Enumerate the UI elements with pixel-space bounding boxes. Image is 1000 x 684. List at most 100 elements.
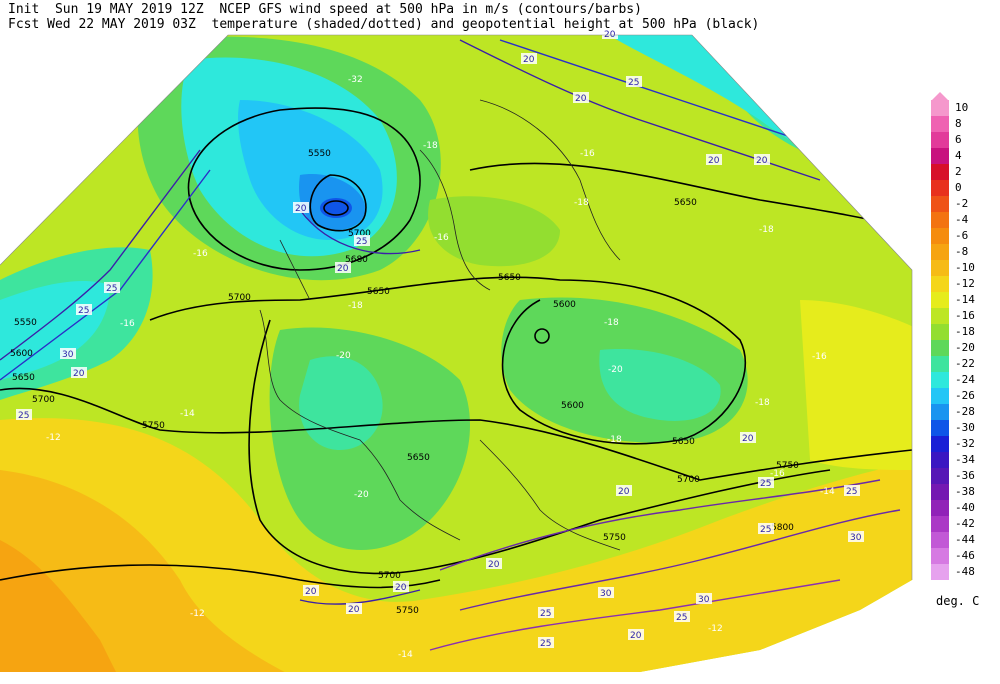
coastline — [259, 309, 461, 541]
legend-label: 6 — [955, 133, 962, 146]
wind-speed-label: 25 — [760, 479, 771, 489]
temperature-label: -18 — [604, 318, 619, 328]
wind-speed-label-bg — [76, 304, 92, 315]
height-label: 5680 — [345, 255, 368, 265]
wind-speed-label: 20 — [618, 487, 630, 497]
legend-swatch — [931, 356, 949, 372]
legend-label: -16 — [955, 309, 975, 322]
wind-speed-label: 25 — [106, 284, 117, 294]
legend-swatch — [931, 548, 949, 564]
height-label: 5650 — [498, 273, 521, 283]
wind-speed-label: 20 — [305, 587, 317, 597]
height-label: 5750 — [776, 461, 799, 471]
legend-swatch — [931, 132, 949, 148]
wind-speed-label-bg — [538, 637, 554, 648]
legend-label: -40 — [955, 501, 975, 514]
legend-label: -46 — [955, 549, 975, 562]
header-line-2: Fcst Wed 22 MAY 2019 03Z temperature (sh… — [8, 17, 760, 32]
temp-field-baltic-green — [428, 196, 560, 267]
temperature-label: -18 — [759, 225, 774, 235]
wind-speed-label-bg — [844, 485, 860, 496]
height-contour — [323, 200, 349, 216]
wind-speed-label-bg — [335, 262, 351, 273]
temperature-label: -14 — [180, 409, 195, 419]
coastline — [279, 239, 311, 301]
wind-contour — [459, 509, 901, 611]
legend-swatch — [931, 404, 949, 420]
temperature-label: -16 — [434, 233, 449, 243]
temperature-label: -12 — [190, 609, 205, 619]
height-label: 5650 — [407, 453, 430, 463]
wind-speed-label: 25 — [540, 639, 551, 649]
legend-swatch — [931, 564, 949, 580]
temperature-label: -16 — [120, 319, 135, 329]
temperature-legend: 10 8 6 4 2 0 -2 -4 -6 -8 -10 -12 -14 -16 -18 -20 -22 -24 -… — [931, 92, 1000, 580]
map-canvas: 5550 5700 5680 5650 5700 5650 5650 5600 5600 5650… — [0, 28, 913, 672]
wind-speed-label-bg — [354, 235, 370, 246]
wind-speed-label-bg — [598, 587, 614, 598]
wind-speed-label-bg — [602, 28, 618, 39]
legend-label: -4 — [955, 213, 969, 226]
wind-speed-label: 20 — [348, 605, 360, 615]
height-label: 5700 — [228, 293, 251, 303]
height-label: 5650 — [674, 198, 697, 208]
wind-speed-label: 20 — [708, 156, 720, 166]
legend-swatch — [931, 212, 949, 228]
weather-map: 5550 5700 5680 5650 5700 5650 5650 5600 5600 5650… — [0, 28, 913, 672]
height-contour — [187, 107, 421, 271]
legend-swatch — [931, 468, 949, 484]
wind-speed-label-bg — [626, 76, 642, 87]
legend-label: -38 — [955, 485, 975, 498]
wind-speed-label: 25 — [760, 525, 771, 535]
legend-units: deg. C — [936, 594, 980, 608]
legend-label: -12 — [955, 277, 975, 290]
temperature-label: -20 — [608, 365, 623, 375]
legend-label: -48 — [955, 565, 975, 578]
legend-label: 8 — [955, 117, 962, 130]
wind-speed-label-bg — [706, 154, 722, 165]
legend-swatch — [931, 436, 949, 452]
wind-speed-label: 25 — [846, 487, 857, 497]
wind-speed-label-bg — [60, 348, 76, 359]
height-label: 5650 — [672, 437, 695, 447]
temperature-label: -16 — [580, 149, 595, 159]
coastline — [419, 149, 491, 291]
wind-speed-label-bg — [293, 202, 309, 213]
height-contour — [149, 276, 746, 445]
legend-label: -44 — [955, 533, 975, 546]
legend-swatch — [931, 484, 949, 500]
header-line-1: Init Sun 19 MAY 2019 12Z NCEP GFS wind s… — [8, 2, 642, 17]
legend-label: -14 — [955, 293, 975, 306]
legend-label: -32 — [955, 437, 975, 450]
legend-swatch — [931, 148, 949, 164]
temperature-shading — [0, 35, 912, 672]
wind-speed-label-bg — [16, 409, 32, 420]
legend-swatch — [931, 100, 949, 116]
temperature-label: -14 — [820, 487, 835, 497]
wind-speed-label-bg — [696, 593, 712, 604]
legend-label: 4 — [955, 149, 962, 162]
legend-label: -6 — [955, 229, 969, 242]
wind-speed-label: 20 — [73, 369, 85, 379]
temperature-label: -20 — [336, 351, 351, 361]
wind-speed-label-bg — [521, 53, 537, 64]
height-label: 5750 — [142, 421, 165, 431]
temp-field-east-cyan — [599, 349, 721, 421]
wind-speed-label-bg — [628, 629, 644, 640]
wind-speed-label: 20 — [630, 631, 642, 641]
wind-speed-label-bg — [674, 611, 690, 622]
height-label: 5700 — [32, 395, 55, 405]
legend-swatch — [931, 180, 949, 196]
legend-label: -10 — [955, 261, 975, 274]
wind-speed-label: 25 — [628, 78, 639, 88]
wind-speed-label-bg — [758, 477, 774, 488]
wind-speed-label: 20 — [742, 434, 754, 444]
wind-speed-label-bg — [616, 485, 632, 496]
legend-label: -28 — [955, 405, 975, 418]
legend-label: -26 — [955, 389, 975, 402]
height-label: 5600 — [561, 401, 584, 411]
wind-speed-label: 20 — [295, 204, 307, 214]
wind-speed-label: 20 — [395, 583, 407, 593]
height-label: 5550 — [14, 318, 37, 328]
wind-speed-label: 30 — [600, 589, 612, 599]
